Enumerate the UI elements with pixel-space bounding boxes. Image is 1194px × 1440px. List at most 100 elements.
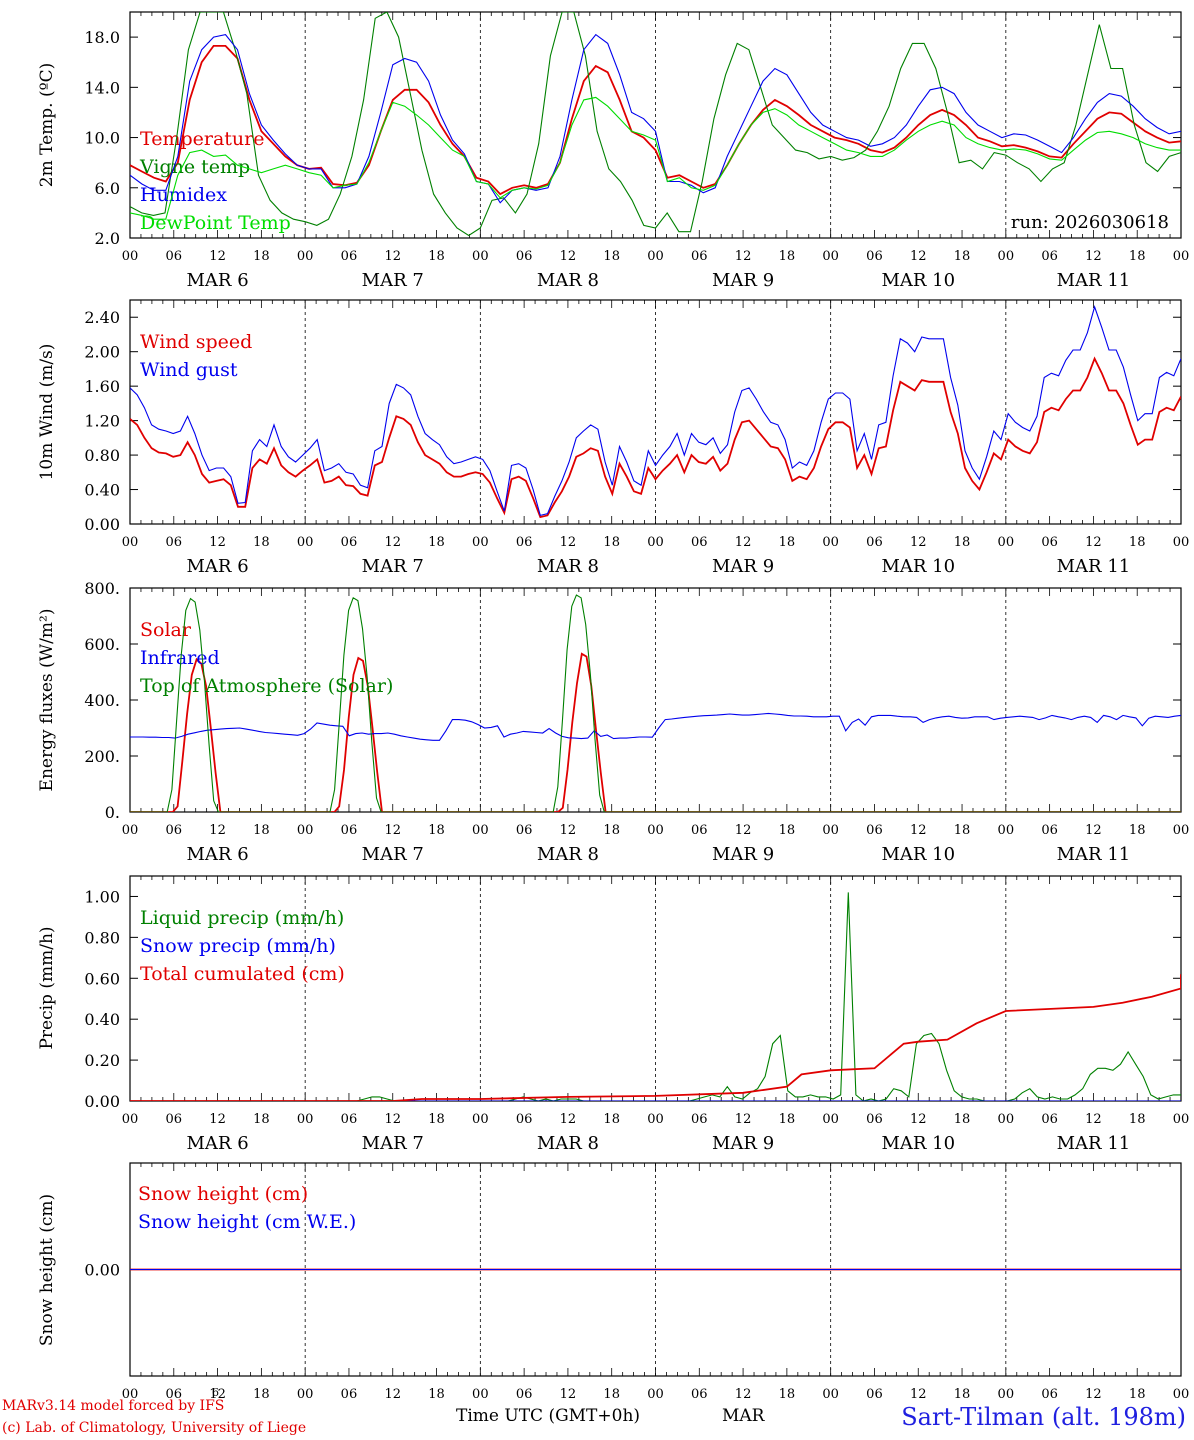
x-tick-label: 06 (691, 1112, 708, 1127)
month-label: MAR (722, 1406, 765, 1426)
x-tick-label: 06 (341, 249, 358, 264)
day-label: MAR 6 (187, 844, 249, 865)
legend-entry: DewPoint Temp (140, 212, 291, 234)
stray-digit: 6 (212, 1386, 219, 1399)
x-tick-label: 18 (954, 535, 971, 550)
x-tick-label: 18 (779, 1112, 796, 1127)
x-tick-label: 12 (209, 823, 226, 838)
x-tick-label: 12 (1085, 249, 1102, 264)
x-tick-label: 18 (1129, 1387, 1146, 1400)
x-tick-label: 18 (779, 823, 796, 838)
x-tick-label: 12 (1085, 1112, 1102, 1127)
day-label: MAR 9 (712, 844, 774, 865)
x-tick-label: 06 (341, 1387, 358, 1400)
y-axis-label: 10m Wind (m/s) (37, 344, 57, 481)
x-tick-label: 18 (428, 823, 445, 838)
x-tick-label: 00 (297, 249, 314, 264)
x-tick-label: 00 (822, 249, 839, 264)
y-tick-label: 0.80 (84, 446, 120, 465)
x-tick-label: 00 (998, 535, 1015, 550)
legend-entry: Top of Atmosphere (Solar) (140, 675, 393, 697)
x-tick-label: 12 (910, 249, 927, 264)
x-tick-label: 06 (341, 1112, 358, 1127)
model-credit: MARv3.14 model forced by IFS (2, 1398, 225, 1414)
x-tick-label: 18 (603, 1387, 620, 1400)
x-tick-label: 00 (1173, 1387, 1190, 1400)
panel-frame (129, 587, 1182, 813)
x-tick-label: 18 (954, 823, 971, 838)
y-tick-label: 0.80 (84, 928, 120, 947)
day-label: MAR 7 (362, 270, 424, 291)
x-tick-label: 18 (253, 1387, 270, 1400)
x-tick-label: 06 (166, 823, 183, 838)
legend-entry: Vigne temp (139, 156, 250, 178)
x-tick-label: 06 (516, 535, 533, 550)
x-tick-label: 00 (122, 823, 139, 838)
y-tick-label: 400. (84, 691, 120, 710)
y-tick-label: 2.0 (95, 229, 120, 248)
day-label: MAR 6 (187, 1133, 249, 1154)
x-tick-label: 00 (297, 823, 314, 838)
series-humidex-line (130, 33, 1181, 204)
x-tick-label: 12 (735, 1112, 752, 1127)
x-tick-label: 06 (166, 249, 183, 264)
x-tick-label: 00 (472, 535, 489, 550)
y-tick-label: 0.40 (84, 1010, 120, 1029)
y-tick-label: 0.00 (84, 1092, 120, 1111)
x-tick-label: 06 (516, 1387, 533, 1400)
y-tick-label: 0.00 (84, 515, 120, 534)
x-tick-label: 18 (1129, 535, 1146, 550)
day-label: MAR 8 (537, 844, 599, 865)
y-axis-label: Snow height (cm) (37, 1194, 57, 1346)
x-tick-label: 00 (647, 823, 664, 838)
x-tick-label: 06 (866, 249, 883, 264)
x-tick-label: 12 (910, 823, 927, 838)
x-tick-label: 00 (647, 1387, 664, 1400)
x-tick-label: 18 (779, 1387, 796, 1400)
x-tick-label: 00 (122, 1112, 139, 1127)
legend-entry: Temperature (140, 128, 264, 150)
x-tick-label: 06 (166, 1387, 183, 1400)
legend-entry: Wind gust (140, 359, 238, 381)
x-tick-label: 18 (253, 1112, 270, 1127)
x-tick-label: 18 (253, 823, 270, 838)
x-tick-label: 06 (1041, 535, 1058, 550)
series-total-cumulated-cm-line (130, 974, 1181, 1101)
legend-entry: Humidex (140, 184, 227, 206)
x-tick-label: 06 (341, 535, 358, 550)
x-tick-label: 18 (779, 249, 796, 264)
day-label: MAR 8 (537, 556, 599, 577)
y-tick-label: 2.00 (84, 343, 120, 362)
x-tick-label: 00 (998, 823, 1015, 838)
x-tick-label: 12 (209, 1387, 226, 1400)
x-tick-label: 06 (691, 249, 708, 264)
day-label: MAR 7 (362, 844, 424, 865)
x-tick-label: 18 (954, 1387, 971, 1400)
x-tick-label: 06 (516, 1112, 533, 1127)
copyright-credit: (c) Lab. of Climatology, University of L… (2, 1420, 307, 1436)
y-tick-label: 0.20 (84, 1051, 120, 1070)
x-tick-label: 06 (866, 823, 883, 838)
station-title: Sart-Tilman (alt. 198m) (901, 1403, 1186, 1431)
series-wind-gust-line (130, 305, 1181, 517)
x-tick-label: 06 (866, 1112, 883, 1127)
x-tick-label: 00 (122, 1387, 139, 1400)
x-tick-label: 12 (384, 249, 401, 264)
day-label: MAR 10 (881, 844, 955, 865)
x-tick-label: 06 (1041, 1112, 1058, 1127)
day-label: MAR 11 (1057, 1133, 1131, 1154)
legend-entry: Infrared (140, 647, 220, 669)
legend-entry: Total cumulated (cm) (140, 963, 345, 985)
legend-entry: Liquid precip (mm/h) (140, 907, 344, 929)
series-vigne-temp-line (130, 12, 1181, 237)
x-tick-label: 06 (866, 1387, 883, 1400)
x-tick-label: 06 (1041, 1387, 1058, 1400)
x-tick-label: 00 (647, 249, 664, 264)
x-tick-label: 12 (209, 249, 226, 264)
legend-entry: Snow precip (mm/h) (140, 935, 336, 957)
day-label: MAR 6 (187, 556, 249, 577)
day-label: MAR 7 (362, 556, 424, 577)
x-tick-label: 06 (691, 535, 708, 550)
y-tick-label: 1.20 (84, 412, 120, 431)
